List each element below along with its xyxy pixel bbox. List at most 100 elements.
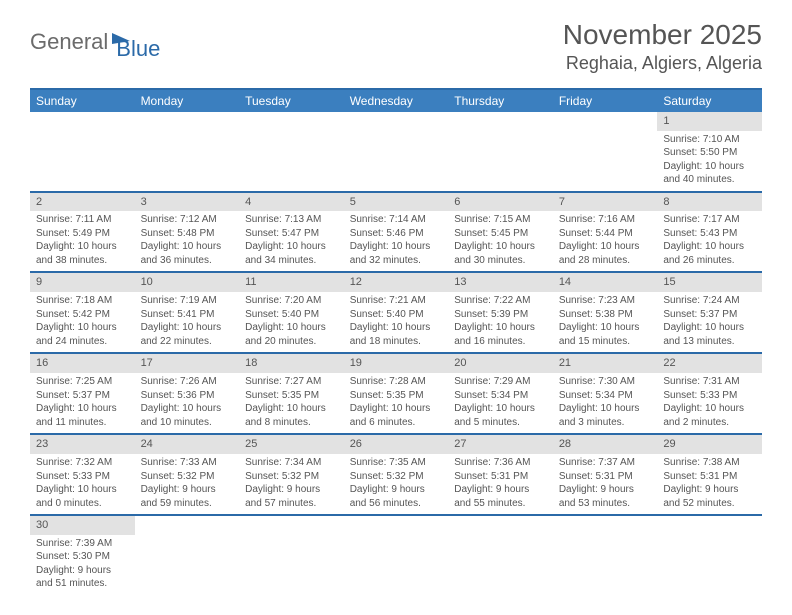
sunset-text: Sunset: 5:31 PM — [663, 470, 756, 484]
daylight-text: Daylight: 10 hours and 13 minutes. — [663, 321, 756, 348]
calendar-cell: 27Sunrise: 7:36 AMSunset: 5:31 PMDayligh… — [448, 434, 553, 515]
calendar-cell: 25Sunrise: 7:34 AMSunset: 5:32 PMDayligh… — [239, 434, 344, 515]
day-body: Sunrise: 7:21 AMSunset: 5:40 PMDaylight:… — [344, 292, 449, 352]
sunset-text: Sunset: 5:43 PM — [663, 227, 756, 241]
calendar-cell: 2Sunrise: 7:11 AMSunset: 5:49 PMDaylight… — [30, 192, 135, 273]
day-body: Sunrise: 7:28 AMSunset: 5:35 PMDaylight:… — [344, 373, 449, 433]
daylight-text: Daylight: 10 hours and 20 minutes. — [245, 321, 338, 348]
sunrise-text: Sunrise: 7:39 AM — [36, 537, 129, 551]
daylight-text: Daylight: 9 hours and 57 minutes. — [245, 483, 338, 510]
calendar-cell: 1Sunrise: 7:10 AMSunset: 5:50 PMDaylight… — [657, 112, 762, 192]
day-number: 24 — [135, 435, 240, 454]
day-number: 26 — [344, 435, 449, 454]
sunrise-text: Sunrise: 7:38 AM — [663, 456, 756, 470]
day-body: Sunrise: 7:30 AMSunset: 5:34 PMDaylight:… — [553, 373, 658, 433]
day-body: Sunrise: 7:10 AMSunset: 5:50 PMDaylight:… — [657, 131, 762, 191]
daylight-text: Daylight: 10 hours and 5 minutes. — [454, 402, 547, 429]
sunrise-text: Sunrise: 7:37 AM — [559, 456, 652, 470]
calendar-cell — [30, 112, 135, 192]
calendar-cell: 26Sunrise: 7:35 AMSunset: 5:32 PMDayligh… — [344, 434, 449, 515]
sunset-text: Sunset: 5:33 PM — [663, 389, 756, 403]
sunrise-text: Sunrise: 7:28 AM — [350, 375, 443, 389]
day-body: Sunrise: 7:26 AMSunset: 5:36 PMDaylight:… — [135, 373, 240, 433]
day-number: 3 — [135, 193, 240, 212]
calendar-cell — [344, 112, 449, 192]
sunrise-text: Sunrise: 7:30 AM — [559, 375, 652, 389]
day-number: 19 — [344, 354, 449, 373]
daylight-text: Daylight: 10 hours and 11 minutes. — [36, 402, 129, 429]
day-number: 10 — [135, 273, 240, 292]
calendar-cell: 3Sunrise: 7:12 AMSunset: 5:48 PMDaylight… — [135, 192, 240, 273]
day-number: 30 — [30, 516, 135, 535]
sunrise-text: Sunrise: 7:12 AM — [141, 213, 234, 227]
sunset-text: Sunset: 5:31 PM — [559, 470, 652, 484]
day-number: 23 — [30, 435, 135, 454]
day-body: Sunrise: 7:14 AMSunset: 5:46 PMDaylight:… — [344, 211, 449, 271]
day-body: Sunrise: 7:17 AMSunset: 5:43 PMDaylight:… — [657, 211, 762, 271]
day-number: 15 — [657, 273, 762, 292]
calendar-cell: 13Sunrise: 7:22 AMSunset: 5:39 PMDayligh… — [448, 272, 553, 353]
calendar-cell: 11Sunrise: 7:20 AMSunset: 5:40 PMDayligh… — [239, 272, 344, 353]
sunrise-text: Sunrise: 7:11 AM — [36, 213, 129, 227]
day-body: Sunrise: 7:34 AMSunset: 5:32 PMDaylight:… — [239, 454, 344, 514]
calendar-cell: 15Sunrise: 7:24 AMSunset: 5:37 PMDayligh… — [657, 272, 762, 353]
day-number: 17 — [135, 354, 240, 373]
calendar-cell — [239, 515, 344, 595]
day-number: 1 — [657, 112, 762, 131]
calendar-cell: 6Sunrise: 7:15 AMSunset: 5:45 PMDaylight… — [448, 192, 553, 273]
weekday-header: Tuesday — [239, 89, 344, 112]
day-body: Sunrise: 7:15 AMSunset: 5:45 PMDaylight:… — [448, 211, 553, 271]
calendar-cell: 23Sunrise: 7:32 AMSunset: 5:33 PMDayligh… — [30, 434, 135, 515]
weekday-header: Saturday — [657, 89, 762, 112]
sunset-text: Sunset: 5:35 PM — [245, 389, 338, 403]
sunset-text: Sunset: 5:37 PM — [36, 389, 129, 403]
day-number: 2 — [30, 193, 135, 212]
daylight-text: Daylight: 10 hours and 30 minutes. — [454, 240, 547, 267]
sunrise-text: Sunrise: 7:10 AM — [663, 133, 756, 147]
weekday-header: Friday — [553, 89, 658, 112]
calendar-table: Sunday Monday Tuesday Wednesday Thursday… — [30, 88, 762, 595]
day-body: Sunrise: 7:24 AMSunset: 5:37 PMDaylight:… — [657, 292, 762, 352]
daylight-text: Daylight: 10 hours and 16 minutes. — [454, 321, 547, 348]
day-number: 5 — [344, 193, 449, 212]
sunrise-text: Sunrise: 7:19 AM — [141, 294, 234, 308]
sunrise-text: Sunrise: 7:26 AM — [141, 375, 234, 389]
page-title: November 2025 — [563, 20, 762, 51]
sunset-text: Sunset: 5:30 PM — [36, 550, 129, 564]
sunrise-text: Sunrise: 7:34 AM — [245, 456, 338, 470]
day-number: 16 — [30, 354, 135, 373]
sunset-text: Sunset: 5:48 PM — [141, 227, 234, 241]
calendar-cell: 24Sunrise: 7:33 AMSunset: 5:32 PMDayligh… — [135, 434, 240, 515]
calendar-cell — [657, 515, 762, 595]
daylight-text: Daylight: 10 hours and 10 minutes. — [141, 402, 234, 429]
daylight-text: Daylight: 10 hours and 22 minutes. — [141, 321, 234, 348]
day-number: 29 — [657, 435, 762, 454]
day-body: Sunrise: 7:32 AMSunset: 5:33 PMDaylight:… — [30, 454, 135, 514]
calendar-cell — [448, 515, 553, 595]
sunrise-text: Sunrise: 7:31 AM — [663, 375, 756, 389]
sunset-text: Sunset: 5:36 PM — [141, 389, 234, 403]
daylight-text: Daylight: 9 hours and 53 minutes. — [559, 483, 652, 510]
weekday-header: Sunday — [30, 89, 135, 112]
day-number: 12 — [344, 273, 449, 292]
sunset-text: Sunset: 5:35 PM — [350, 389, 443, 403]
day-body: Sunrise: 7:13 AMSunset: 5:47 PMDaylight:… — [239, 211, 344, 271]
sunset-text: Sunset: 5:47 PM — [245, 227, 338, 241]
day-body: Sunrise: 7:39 AMSunset: 5:30 PMDaylight:… — [30, 535, 135, 595]
weekday-header: Thursday — [448, 89, 553, 112]
sunset-text: Sunset: 5:33 PM — [36, 470, 129, 484]
sunset-text: Sunset: 5:44 PM — [559, 227, 652, 241]
calendar-cell: 29Sunrise: 7:38 AMSunset: 5:31 PMDayligh… — [657, 434, 762, 515]
calendar-cell: 22Sunrise: 7:31 AMSunset: 5:33 PMDayligh… — [657, 353, 762, 434]
calendar-cell: 12Sunrise: 7:21 AMSunset: 5:40 PMDayligh… — [344, 272, 449, 353]
day-number: 4 — [239, 193, 344, 212]
calendar-cell: 18Sunrise: 7:27 AMSunset: 5:35 PMDayligh… — [239, 353, 344, 434]
sunset-text: Sunset: 5:46 PM — [350, 227, 443, 241]
sunset-text: Sunset: 5:50 PM — [663, 146, 756, 160]
daylight-text: Daylight: 10 hours and 2 minutes. — [663, 402, 756, 429]
day-number: 11 — [239, 273, 344, 292]
calendar-cell: 20Sunrise: 7:29 AMSunset: 5:34 PMDayligh… — [448, 353, 553, 434]
sunrise-text: Sunrise: 7:27 AM — [245, 375, 338, 389]
day-number: 25 — [239, 435, 344, 454]
day-number: 28 — [553, 435, 658, 454]
